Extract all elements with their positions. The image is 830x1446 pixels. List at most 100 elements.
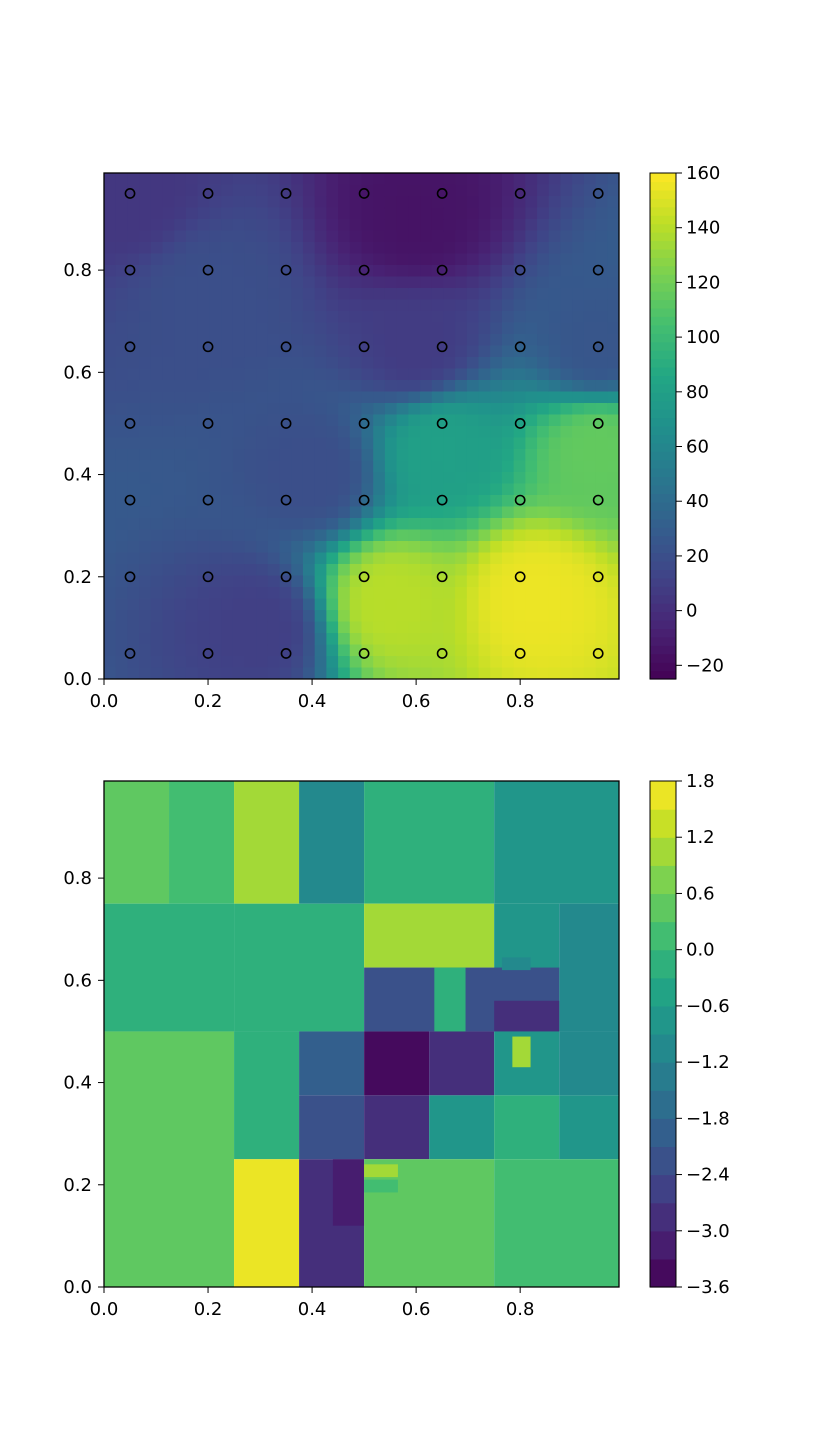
heatmap-cell [478, 633, 491, 646]
heatmap-cell [185, 414, 199, 427]
heatmap-cell [349, 276, 363, 289]
heatmap-cell [197, 299, 210, 312]
heatmap-cell [361, 380, 374, 393]
heatmap-cell [431, 253, 445, 266]
heatmap-cell [595, 575, 608, 588]
heatmap-cell [513, 633, 526, 646]
heatmap-cell [104, 426, 117, 439]
sample-point [124, 418, 136, 429]
sample-point [202, 264, 214, 276]
heatmap-cell [232, 472, 246, 485]
heatmap-cell [232, 598, 246, 611]
heatmap-cell [244, 483, 257, 496]
heatmap-cell [127, 242, 140, 255]
heatmap-cell [490, 506, 503, 519]
heatmap-cell [139, 449, 152, 462]
colorbar-band [650, 366, 676, 376]
heatmap-cell [572, 414, 585, 427]
heatmap-cell [490, 242, 503, 255]
heatmap-cell [349, 437, 363, 450]
heatmap-cell [221, 552, 234, 565]
colorbar-band [650, 434, 676, 444]
heatmap-cell [221, 656, 234, 669]
heatmap-cell [314, 196, 327, 209]
heatmap-cell [373, 242, 386, 255]
heatmap-cell [443, 610, 456, 623]
heatmap-cell [478, 495, 491, 508]
heatmap-cell [443, 529, 456, 542]
heatmap-cell [408, 414, 421, 427]
heatmap-cell [115, 472, 129, 485]
heatmap-cell [443, 299, 456, 312]
heatmap-cell [139, 253, 152, 266]
heatmap-cell [104, 506, 117, 519]
sample-point [280, 648, 292, 659]
heatmap-cell [314, 265, 327, 278]
heatmap-cell [174, 656, 187, 669]
heatmap-cell [338, 575, 351, 588]
heatmap-cell [349, 667, 363, 679]
heatmap-cell [104, 276, 117, 289]
region [364, 1164, 398, 1178]
heatmap-cell [595, 529, 608, 542]
heatmap-cell [221, 276, 234, 289]
heatmap-cell [420, 345, 433, 358]
region [559, 1095, 619, 1160]
heatmap-cell [115, 380, 129, 393]
heatmap-cell [560, 449, 573, 462]
region [234, 1031, 300, 1160]
heatmap-cell [384, 334, 398, 347]
heatmap-cell [583, 299, 597, 312]
heatmap-cell [396, 357, 409, 370]
heatmap-cell [396, 483, 409, 496]
heatmap-cell [115, 541, 129, 554]
heatmap-cell [583, 518, 597, 531]
heatmap-cell [408, 173, 421, 186]
heatmap-cell [244, 311, 257, 324]
region [364, 1179, 398, 1193]
heatmap-cell [232, 633, 246, 646]
heatmap-cell [162, 621, 175, 634]
colorbar-tick-label: −2.4 [686, 1165, 730, 1186]
heatmap-cell [197, 426, 210, 439]
heatmap-cell [302, 391, 316, 404]
heatmap-cell [209, 529, 222, 542]
heatmap-cell [256, 184, 269, 197]
heatmap-cell [513, 357, 526, 370]
heatmap-cell [490, 219, 503, 232]
heatmap-cell [104, 391, 117, 404]
heatmap-cell [104, 196, 117, 209]
colorbar-band [650, 215, 676, 225]
heatmap-cell [525, 311, 538, 324]
heatmap-cell [338, 219, 351, 232]
heatmap-cell [326, 357, 339, 370]
heatmap-cell [232, 667, 246, 679]
heatmap-cell [314, 368, 327, 381]
heatmap-cell [466, 644, 480, 657]
heatmap-cell [221, 391, 234, 404]
heatmap-cell [560, 529, 573, 542]
heatmap-cell [431, 621, 445, 634]
colorbar-band [650, 341, 676, 351]
heatmap-cell [162, 426, 175, 439]
heatmap-cell [513, 529, 526, 542]
heatmap-cell [396, 265, 409, 278]
heatmap-cell [478, 552, 491, 565]
heatmap-cell [174, 403, 187, 416]
heatmap-cell [583, 598, 597, 611]
sample-point [514, 418, 526, 429]
heatmap-cell [548, 564, 562, 577]
heatmap-cell [583, 449, 597, 462]
heatmap-cell [279, 667, 292, 679]
heatmap-cell [373, 357, 386, 370]
heatmap-cell [560, 299, 573, 312]
heatmap-cell [595, 288, 608, 301]
heatmap-cell [583, 426, 597, 439]
heatmap-cell [221, 357, 234, 370]
heatmap-cell [583, 529, 597, 542]
heatmap-cell [139, 345, 152, 358]
heatmap-cell [525, 253, 538, 266]
heatmap-cell [302, 207, 316, 220]
heatmap-cell [185, 219, 199, 232]
sample-point [358, 341, 370, 353]
